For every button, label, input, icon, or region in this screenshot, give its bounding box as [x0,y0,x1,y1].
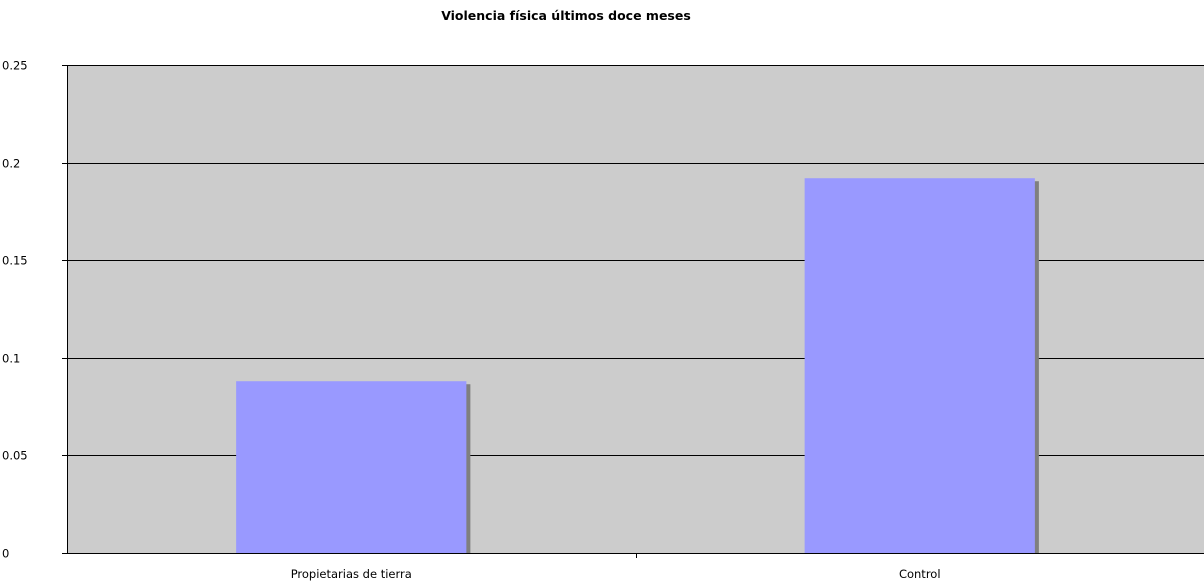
y-tick-label: 0.05 [2,449,28,463]
bar [236,381,467,553]
axes [62,65,1204,558]
y-tick-label: 0 [2,547,9,561]
bar [804,178,1035,553]
y-tick-label: 0.25 [2,59,28,73]
x-tick-label: Control [899,567,941,581]
bars [236,178,1039,553]
y-tick-label: 0.1 [2,352,20,366]
chart-title: Violencia física últimos doce meses [441,8,691,23]
y-tick-label: 0.2 [2,157,20,171]
x-tick-label: Propietarias de tierra [291,567,412,581]
labels: 0 0.05 0.1 0.15 0.2 0.25 Propietarias de tierr… [2,59,941,582]
y-tick-label: 0.15 [2,254,28,268]
